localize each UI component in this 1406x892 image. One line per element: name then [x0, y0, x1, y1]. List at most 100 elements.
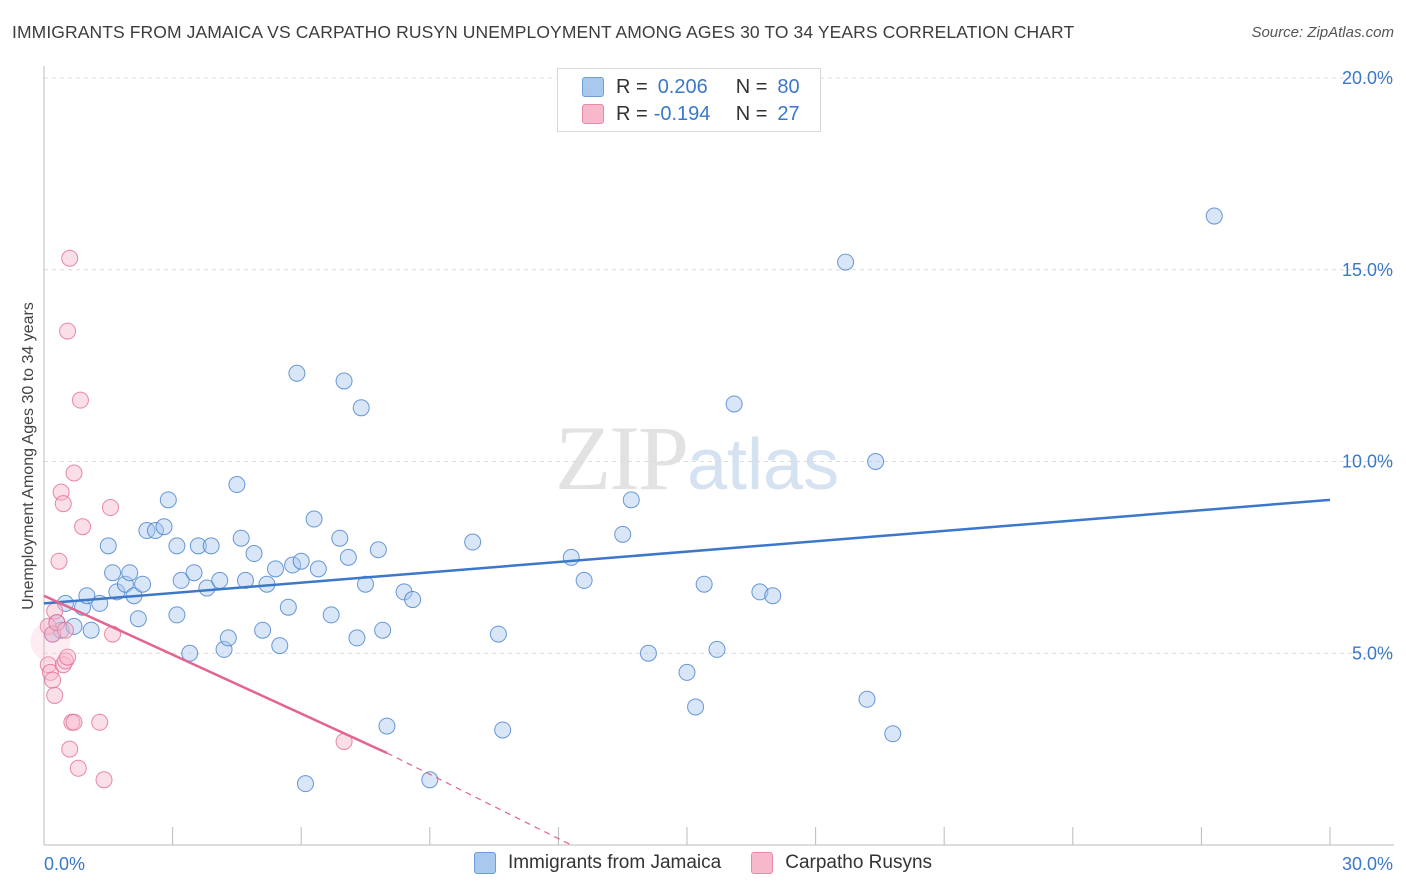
series-label-carpatho: Carpatho Rusyns [785, 852, 933, 873]
jamaica-point [369, 541, 387, 559]
jamaica-point [867, 453, 885, 470]
jamaica-point [348, 629, 366, 647]
jamaica-point [837, 253, 855, 271]
jamaica-point [357, 575, 374, 593]
y-tick-label: 5.0% [1352, 643, 1393, 663]
jamaica-point [296, 775, 314, 793]
jamaica-point [279, 598, 297, 616]
jamaica-point [254, 621, 272, 639]
jamaica-point [228, 476, 246, 494]
carpatho-point [69, 759, 87, 777]
jamaica-point [271, 637, 289, 655]
chart-title: IMMIGRANTS FROM JAMAICA VS CARPATHO RUSY… [12, 22, 1075, 42]
series-swatch-jamaica [473, 852, 496, 874]
carpatho-point [46, 686, 64, 704]
carpatho-cluster [30, 621, 71, 662]
jamaica-point [82, 621, 100, 639]
watermark: ZIPatlas [555, 405, 839, 511]
series-swatch-carpatho [751, 852, 774, 874]
jamaica-point [687, 698, 705, 716]
jamaica-point [575, 571, 593, 589]
tick-labels: 5.0% 10.0% 15.0% 20.0% 0.0% 30.0% [44, 68, 1393, 874]
jamaica-trend-line [43, 498, 1331, 605]
jamaica-point [884, 725, 902, 743]
jamaica-point [374, 621, 392, 639]
jamaica-point [695, 575, 713, 593]
source-credit: Source: ZipAtlas.com [1251, 24, 1394, 41]
jamaica-point [708, 640, 726, 658]
jamaica-point [639, 644, 657, 662]
series-label-jamaica: Immigrants from Jamaica [507, 852, 722, 873]
jamaica-point [322, 606, 340, 624]
carpatho-point [95, 771, 113, 789]
jamaica-point [764, 587, 782, 605]
legend-n-value: 27 [777, 102, 800, 125]
jamaica-point [155, 518, 173, 536]
carpatho-trend-extension [386, 752, 572, 846]
legend-r-label: R = [616, 102, 648, 125]
grid-lines [44, 77, 1394, 654]
jamaica-point [211, 571, 229, 589]
jamaica-point [134, 575, 152, 593]
jamaica-point [168, 606, 186, 624]
carpatho-point [61, 249, 79, 267]
jamaica-point [331, 529, 349, 547]
jamaica-point [104, 564, 122, 582]
jamaica-point [352, 399, 370, 417]
jamaica-point [146, 522, 164, 540]
jamaica-point [1205, 207, 1223, 225]
data-points [30, 207, 1223, 793]
carpatho-point [59, 648, 77, 666]
carpatho-point [50, 552, 68, 570]
watermark-zip: ZIP [555, 407, 689, 509]
legend-row-carpatho: R = -0.194 N = 27 [582, 102, 800, 126]
jamaica-point [305, 510, 323, 528]
carpatho-point [61, 740, 79, 758]
watermark-atlas: atlas [687, 425, 840, 505]
jamaica-point [129, 610, 147, 628]
y-tick-label: 10.0% [1342, 452, 1393, 472]
x-tick-label: 0.0% [44, 854, 85, 874]
carpatho-point [59, 322, 77, 340]
jamaica-point [284, 556, 302, 574]
y-tick-label: 15.0% [1342, 260, 1393, 280]
jamaica-point [266, 560, 284, 578]
jamaica-point [309, 560, 327, 578]
jamaica-point [678, 663, 696, 681]
jamaica-point [751, 583, 769, 601]
jamaica-point [494, 721, 512, 739]
legend-n-label: N = [735, 75, 768, 98]
x-tick-label: 30.0% [1342, 854, 1393, 874]
legend-n-label: N = [735, 102, 768, 125]
jamaica-point [245, 545, 263, 563]
carpatho-point [74, 518, 92, 536]
series-legend-carpatho: Carpatho Rusyns [751, 852, 932, 874]
carpatho-trend-line [43, 594, 388, 755]
legend-swatch-jamaica [582, 77, 604, 97]
jamaica-point [99, 537, 117, 555]
series-legend: Immigrants from Jamaica Carpatho Rusyns [0, 852, 1406, 874]
jamaica-point [198, 579, 216, 597]
jamaica-point [121, 564, 139, 582]
legend-r-value: -0.194 [653, 102, 711, 125]
jamaica-point [232, 529, 250, 547]
y-axis-label: Unemployment Among Ages 30 to 34 years [20, 302, 37, 610]
carpatho-point [44, 671, 62, 689]
legend-r-label: R = [616, 75, 648, 98]
jamaica-point [168, 537, 186, 555]
jamaica-point [219, 629, 237, 647]
jamaica-point [335, 372, 353, 390]
carpatho-point [91, 713, 109, 731]
carpatho-point [65, 464, 83, 482]
jamaica-point [421, 771, 439, 789]
jamaica-point [202, 537, 220, 555]
legend-swatch-carpatho [582, 104, 604, 124]
carpatho-point [101, 499, 119, 517]
y-tick-label: 20.0% [1342, 68, 1393, 88]
series-legend-jamaica: Immigrants from Jamaica [473, 852, 722, 874]
jamaica-point [52, 621, 70, 639]
carpatho-point [56, 621, 74, 639]
jamaica-point [292, 552, 310, 570]
jamaica-point [189, 537, 207, 555]
jamaica-point [65, 617, 83, 635]
